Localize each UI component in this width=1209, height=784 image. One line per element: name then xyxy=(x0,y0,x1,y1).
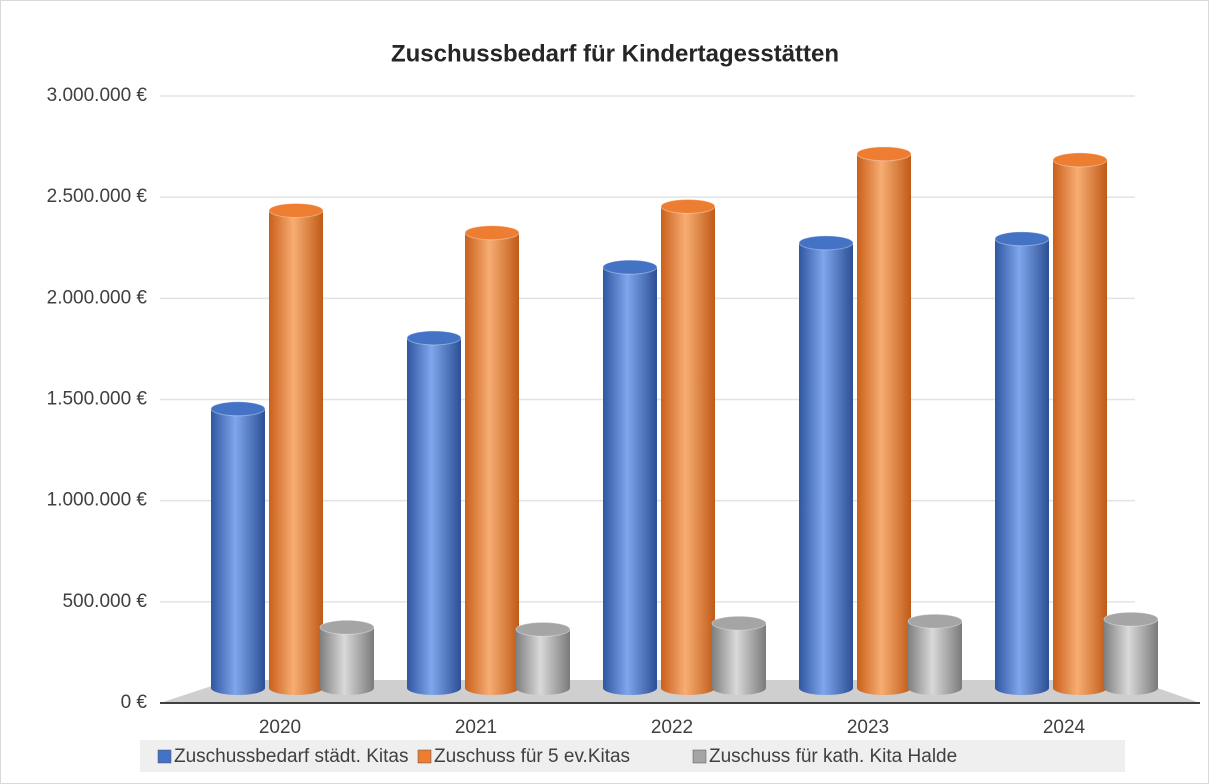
bar-body xyxy=(516,629,570,695)
bar-top xyxy=(856,146,912,162)
legend-swatch xyxy=(157,749,172,764)
bar-top xyxy=(515,621,571,637)
bar-body xyxy=(857,153,911,696)
bar-body xyxy=(661,206,715,696)
bar xyxy=(602,259,658,695)
legend-label: Zuschuss für 5 ev.Kitas xyxy=(434,746,630,767)
bar-top xyxy=(602,259,658,275)
x-tick-label: 2021 xyxy=(455,717,497,738)
bar-top xyxy=(1103,611,1159,627)
bar-top xyxy=(268,202,324,218)
bar-body xyxy=(603,267,657,695)
bar-top xyxy=(994,231,1050,247)
bar-body xyxy=(465,232,519,695)
bar xyxy=(319,619,375,695)
bar-top xyxy=(1052,152,1108,168)
legend-box xyxy=(140,740,1125,772)
y-tick-label: 2.500.000 € xyxy=(47,186,148,207)
bar xyxy=(711,615,767,695)
x-tick-label: 2022 xyxy=(651,717,693,738)
legend-label: Zuschussbedarf städt. Kitas xyxy=(174,746,408,767)
bar xyxy=(210,401,266,695)
bar-body xyxy=(320,627,374,695)
x-tick-label: 2023 xyxy=(847,717,889,738)
bar-body xyxy=(211,408,265,695)
y-tick-label: 1.500.000 € xyxy=(47,389,148,410)
bar-top xyxy=(711,615,767,631)
bar-top xyxy=(464,225,520,241)
bar xyxy=(268,202,324,695)
legend-swatch xyxy=(417,749,432,764)
legend-label: Zuschuss für kath. Kita Halde xyxy=(709,746,957,767)
y-tick-label: 1.000.000 € xyxy=(47,490,148,511)
legend-swatch xyxy=(692,749,707,764)
bar-body xyxy=(995,238,1049,695)
bar-body xyxy=(407,337,461,695)
bar-top xyxy=(406,330,462,346)
bar-body xyxy=(1104,619,1158,695)
bar-body xyxy=(712,623,766,695)
x-tick-label: 2020 xyxy=(259,717,301,738)
bar xyxy=(464,225,520,695)
y-tick-label: 500.000 € xyxy=(62,591,147,612)
bar xyxy=(856,146,912,696)
y-tick-label: 3.000.000 € xyxy=(47,85,148,106)
bar xyxy=(1103,611,1159,695)
bar xyxy=(907,613,963,695)
bar-top xyxy=(319,619,375,635)
bar xyxy=(406,330,462,695)
bar xyxy=(515,621,571,695)
bar-top xyxy=(660,198,716,214)
x-tick-label: 2024 xyxy=(1043,717,1086,738)
bar-top xyxy=(907,613,963,629)
bar xyxy=(994,231,1050,695)
chart-title: Zuschussbedarf für Kindertagesstätten xyxy=(391,40,839,67)
y-tick-label: 2.000.000 € xyxy=(47,287,148,308)
bar-body xyxy=(1053,159,1107,695)
bar-top xyxy=(798,235,854,251)
y-tick-label: 0 € xyxy=(121,692,148,713)
bar-body xyxy=(908,621,962,695)
bar xyxy=(660,198,716,696)
bar-body xyxy=(799,242,853,695)
bar-top xyxy=(210,401,266,417)
bar-body xyxy=(269,210,323,695)
bar xyxy=(798,235,854,695)
bar xyxy=(1052,152,1108,695)
